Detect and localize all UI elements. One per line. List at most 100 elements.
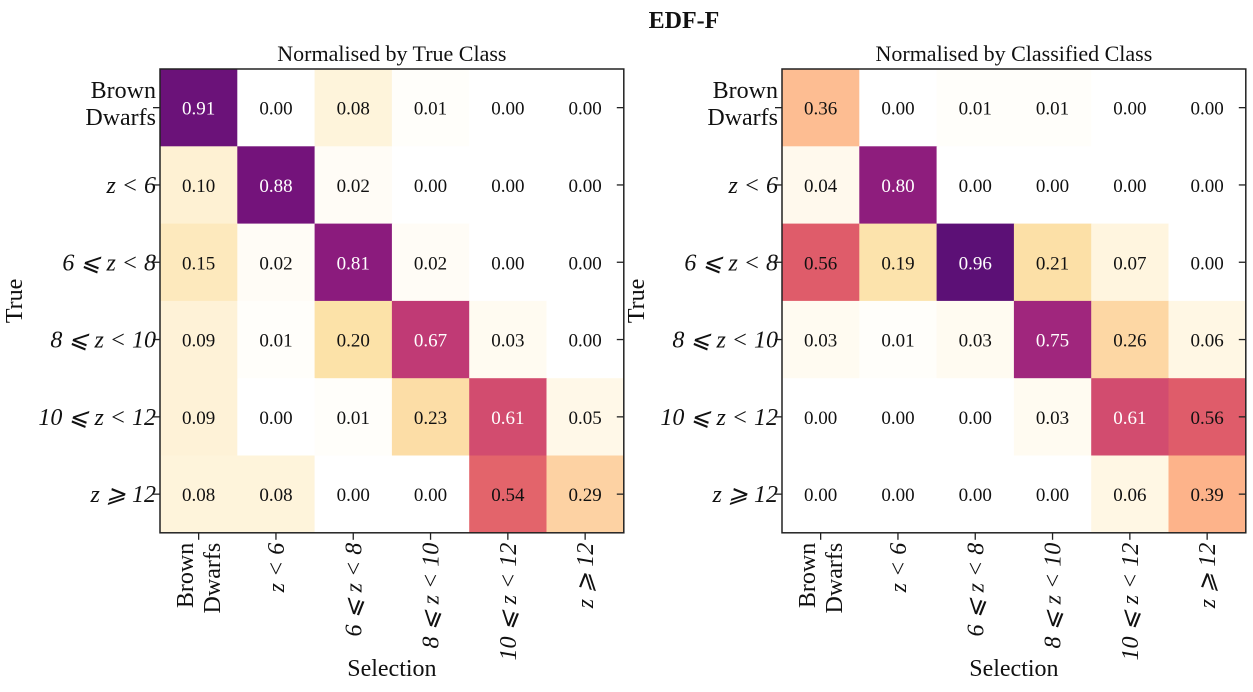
cell-value-label: 0.00 — [491, 99, 524, 120]
cell-value-label: 0.00 — [959, 176, 992, 197]
heatmap-cell — [237, 146, 316, 225]
heatmap-cell — [546, 455, 625, 534]
cell-value-label: 0.39 — [1191, 485, 1224, 506]
heatmap-cell — [1168, 378, 1247, 457]
x-tick-label: 8 ⩽ z < 10 — [419, 543, 445, 649]
cell-value-label: 0.00 — [804, 408, 837, 429]
x-tick-label: 6 ⩽ z < 8 — [963, 543, 989, 637]
heatmap-cell — [469, 146, 548, 225]
axes-frame — [159, 68, 625, 534]
cell-value-label: 0.07 — [1113, 253, 1146, 274]
cell-value-label: 0.61 — [491, 408, 524, 429]
heatmap-cell — [469, 455, 548, 534]
heatmap-cell — [237, 455, 316, 534]
cell-value-label: 0.61 — [1113, 408, 1146, 429]
y-tick-label: z < 6 — [105, 173, 156, 199]
y-tick-label: 10 ⩽ z < 12 — [38, 405, 156, 431]
x-tick-label: z ⩾ 12 — [1195, 543, 1221, 609]
heatmap-cell — [391, 223, 470, 302]
panel-title: Normalised by True Class — [277, 41, 506, 66]
x-axis-label: Selection — [347, 656, 436, 682]
heatmap-cell — [936, 146, 1015, 225]
cell-value-label: 0.00 — [491, 176, 524, 197]
cell-value-label: 0.00 — [414, 485, 447, 506]
cell-value-label: 0.00 — [1191, 176, 1224, 197]
heatmap-cell — [391, 378, 470, 457]
heatmap-cell — [314, 455, 393, 534]
heatmap-cell — [936, 223, 1015, 302]
heatmap-cell — [160, 146, 238, 225]
cell-value-label: 0.00 — [569, 331, 602, 352]
cell-value-label: 0.08 — [259, 485, 292, 506]
axes-frame — [781, 68, 1247, 534]
cell-value-label: 0.01 — [337, 408, 370, 429]
heatmap-cell — [1091, 455, 1170, 534]
x-tick-label: z ⩾ 12 — [573, 543, 599, 609]
y-tick-label: z < 6 — [727, 173, 778, 199]
cell-value-label: 0.01 — [1036, 99, 1069, 120]
heatmap-cell — [1091, 300, 1170, 379]
heatmap-cell — [782, 378, 860, 457]
cell-value-label: 0.36 — [804, 99, 837, 120]
cell-value-label: 0.03 — [804, 331, 837, 352]
y-tick-label: z ⩾ 12 — [712, 482, 778, 508]
cell-value-label: 0.08 — [337, 99, 370, 120]
heatmap-cell — [314, 69, 393, 147]
cell-value-label: 0.75 — [1036, 331, 1069, 352]
heatmap-cell — [469, 378, 548, 457]
cell-value-label: 0.00 — [959, 485, 992, 506]
y-axis-label: True — [2, 279, 28, 323]
y-tick-label: Brown Dwarfs — [707, 78, 778, 131]
heatmap-cell — [160, 378, 238, 457]
heatmap-cell — [314, 146, 393, 225]
y-axis-label: True — [624, 279, 650, 323]
heatmap-cell — [160, 300, 238, 379]
heatmap-cell — [391, 146, 470, 225]
heatmap-cell — [546, 300, 625, 379]
panel-title: Normalised by Classified Class — [875, 41, 1152, 66]
cell-value-label: 0.00 — [414, 176, 447, 197]
cell-value-label: 0.06 — [1191, 331, 1224, 352]
cell-value-label: 0.00 — [259, 99, 292, 120]
heatmap-cell — [1013, 69, 1092, 147]
heatmap-cell — [469, 300, 548, 379]
heatmap-cell — [1013, 300, 1092, 379]
heatmap-cell — [1091, 146, 1170, 225]
cell-value-label: 0.02 — [414, 253, 447, 274]
heatmap-cell — [782, 146, 860, 225]
cell-value-label: 0.54 — [491, 485, 525, 506]
x-tick-label: 6 ⩽ z < 8 — [341, 543, 367, 637]
heatmap-cell — [1091, 378, 1170, 457]
heatmap-cell — [859, 223, 938, 302]
cell-value-label: 0.00 — [804, 485, 837, 506]
cell-value-label: 0.03 — [959, 331, 992, 352]
cell-value-label: 0.00 — [569, 253, 602, 274]
heatmap-cell — [1168, 146, 1247, 225]
cell-value-label: 0.00 — [1036, 485, 1069, 506]
cell-value-label: 0.00 — [259, 408, 292, 429]
heatmap-cell — [859, 455, 938, 534]
cell-value-label: 0.01 — [959, 99, 992, 120]
heatmap-cell — [314, 223, 393, 302]
cell-value-label: 0.56 — [804, 253, 837, 274]
cell-value-label: 0.80 — [881, 176, 914, 197]
y-tick-label: 6 ⩽ z < 8 — [62, 250, 156, 276]
heatmap-cell — [237, 69, 316, 147]
heatmap-cell — [782, 69, 860, 147]
cell-value-label: 0.96 — [959, 253, 992, 274]
cell-value-label: 0.00 — [491, 253, 524, 274]
cell-value-label: 0.20 — [337, 331, 370, 352]
cell-value-label: 0.26 — [1113, 331, 1146, 352]
cell-value-label: 0.05 — [569, 408, 602, 429]
y-tick-label: 8 ⩽ z < 10 — [672, 328, 778, 354]
heatmap-cell — [1168, 69, 1247, 147]
cell-value-label: 0.15 — [182, 253, 215, 274]
heatmap-cell — [391, 300, 470, 379]
y-tick-label: 6 ⩽ z < 8 — [684, 250, 778, 276]
figure-title: EDF-F — [649, 8, 720, 34]
heatmap-cell — [237, 223, 316, 302]
cell-value-label: 0.00 — [1113, 99, 1146, 120]
heatmap-cell — [160, 223, 238, 302]
heatmap-cell — [469, 223, 548, 302]
heatmap-cell — [1168, 223, 1247, 302]
